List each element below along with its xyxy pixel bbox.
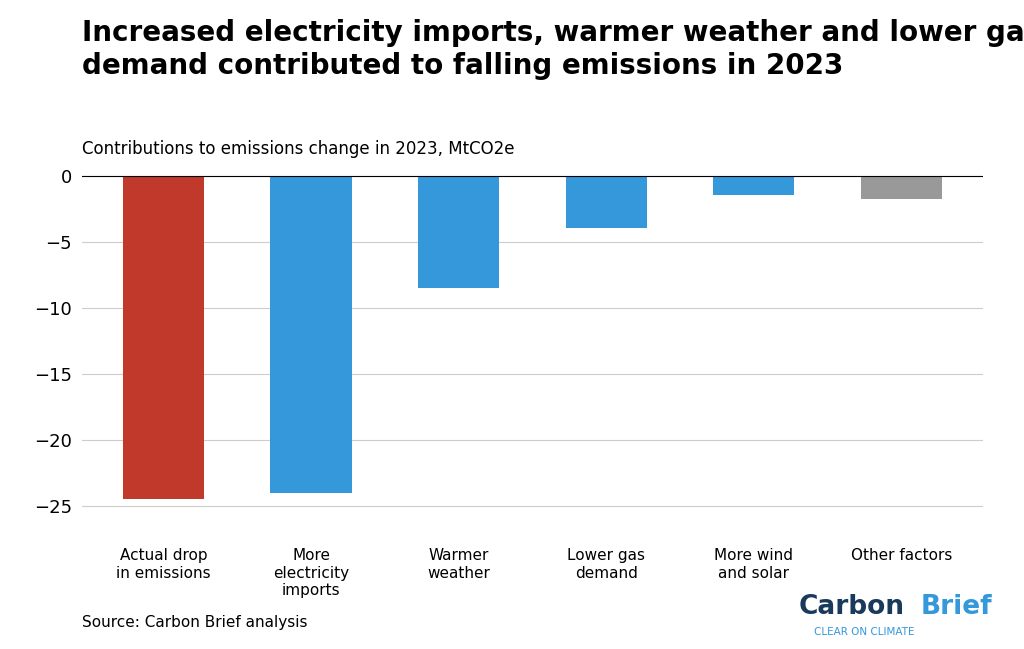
Text: Increased electricity imports, warmer weather and lower gas
demand contributed t: Increased electricity imports, warmer we… [82, 19, 1024, 80]
Text: Contributions to emissions change in 2023, MtCO2e: Contributions to emissions change in 202… [82, 140, 514, 158]
Text: CLEAR ON CLIMATE: CLEAR ON CLIMATE [814, 628, 914, 637]
Bar [418, 176, 500, 288]
Bar [270, 176, 351, 493]
Text: Brief: Brief [921, 594, 992, 620]
Bar [714, 176, 795, 195]
Bar [565, 176, 647, 228]
Text: Source: Carbon Brief analysis: Source: Carbon Brief analysis [82, 615, 307, 630]
Bar [861, 176, 942, 199]
Bar [123, 176, 204, 499]
Text: Carbon: Carbon [799, 594, 905, 620]
